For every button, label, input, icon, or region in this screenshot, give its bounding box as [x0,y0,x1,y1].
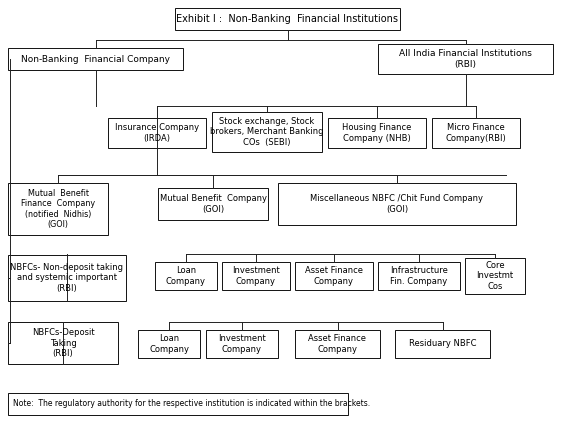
FancyBboxPatch shape [8,255,126,301]
Text: Asset Finance
Company: Asset Finance Company [309,334,366,354]
Text: Residuary NBFC: Residuary NBFC [409,340,476,348]
FancyBboxPatch shape [175,8,400,30]
FancyBboxPatch shape [278,183,516,225]
Text: Note:  The regulatory authority for the respective institution is indicated with: Note: The regulatory authority for the r… [13,399,370,408]
Text: Exhibit I :  Non-Banking  Financial Institutions: Exhibit I : Non-Banking Financial Instit… [176,14,399,24]
Text: Investment
Company: Investment Company [218,334,266,354]
FancyBboxPatch shape [155,262,217,290]
FancyBboxPatch shape [328,118,426,148]
Text: Infrastructure
Fin. Company: Infrastructure Fin. Company [390,266,448,286]
Text: Stock exchange, Stock
brokers, Merchant Banking
COs  (SEBI): Stock exchange, Stock brokers, Merchant … [210,117,324,147]
Text: Miscellaneous NBFC /Chit Fund Company
(GOI): Miscellaneous NBFC /Chit Fund Company (G… [310,194,483,214]
Text: Micro Finance
Company(RBI): Micro Finance Company(RBI) [446,123,506,143]
FancyBboxPatch shape [432,118,520,148]
Text: Investment
Company: Investment Company [232,266,280,286]
FancyBboxPatch shape [108,118,206,148]
FancyBboxPatch shape [8,393,348,415]
Text: Asset Finance
Company: Asset Finance Company [305,266,363,286]
FancyBboxPatch shape [378,262,460,290]
FancyBboxPatch shape [212,112,322,152]
FancyBboxPatch shape [8,183,108,235]
Text: Loan
Company: Loan Company [166,266,206,286]
Text: Core
Investmt
Cos: Core Investmt Cos [476,261,514,291]
FancyBboxPatch shape [465,258,525,294]
Text: Insurance Company
(IRDA): Insurance Company (IRDA) [115,123,199,143]
FancyBboxPatch shape [8,48,183,70]
FancyBboxPatch shape [138,330,200,358]
Text: All India Financial Institutions
(RBI): All India Financial Institutions (RBI) [399,49,532,69]
FancyBboxPatch shape [222,262,290,290]
Text: NBFCs-Deposit
Taking
(RBI): NBFCs-Deposit Taking (RBI) [32,328,94,358]
Text: Non-Banking  Financial Company: Non-Banking Financial Company [21,55,170,64]
FancyBboxPatch shape [395,330,490,358]
FancyBboxPatch shape [295,262,373,290]
Text: Mutual Benefit  Company
(GOI): Mutual Benefit Company (GOI) [160,194,267,214]
Text: Mutual  Benefit
Finance  Company
(notified  Nidhis)
(GOI): Mutual Benefit Finance Company (notified… [21,189,95,229]
FancyBboxPatch shape [206,330,278,358]
Text: Housing Finance
Company (NHB): Housing Finance Company (NHB) [342,123,412,143]
FancyBboxPatch shape [378,44,553,74]
Text: NBFCs- Non-deposit taking
and systemic important
(RBI): NBFCs- Non-deposit taking and systemic i… [10,263,123,293]
FancyBboxPatch shape [158,188,268,220]
FancyBboxPatch shape [8,322,118,364]
FancyBboxPatch shape [295,330,380,358]
Text: Loan
Company: Loan Company [149,334,189,354]
